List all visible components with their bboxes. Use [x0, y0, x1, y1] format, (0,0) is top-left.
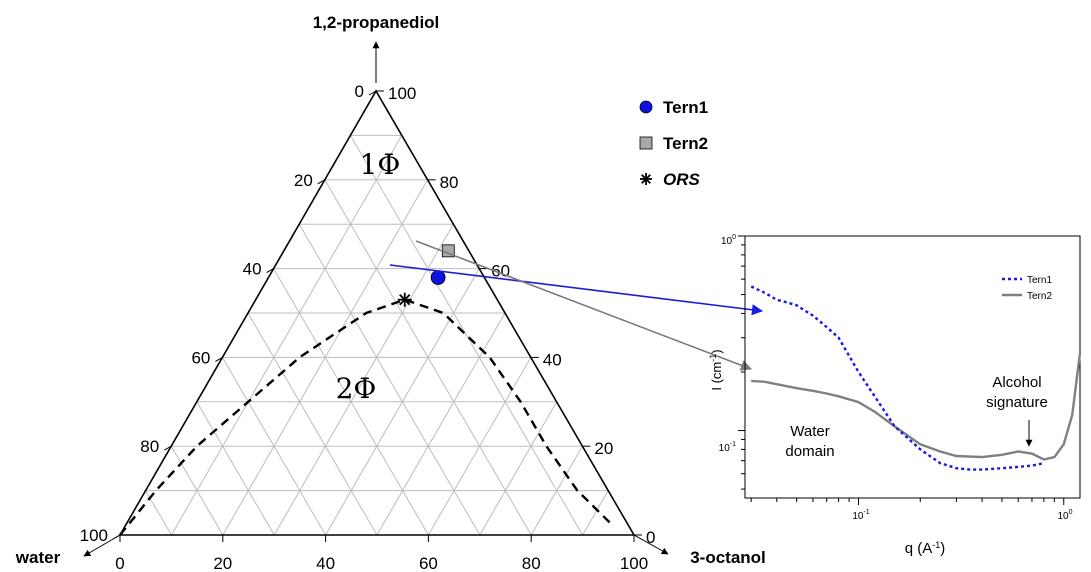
bottom-tick-label: 100	[620, 554, 648, 572]
right-tick-label: 40	[543, 350, 562, 369]
y-axis-title: I (cm-1)	[708, 349, 724, 390]
left-tick-mark	[266, 268, 274, 274]
ternary-grid-line	[298, 223, 481, 536]
ternary-grid-line	[427, 357, 532, 536]
region-label-1phase: 1Φ	[360, 148, 401, 181]
left-tick-mark	[317, 179, 326, 185]
left-tick-label: 100	[80, 526, 108, 545]
ternary-grid-line	[479, 401, 558, 536]
legend-marker-ors	[640, 173, 652, 185]
left-tick-label: 80	[140, 437, 159, 456]
ternary-border	[118, 89, 636, 536]
ternary-grid-line	[582, 490, 609, 536]
arrow-tern1-to-saxs	[389, 264, 764, 316]
bottom-tick-label: 0	[115, 554, 124, 572]
ternary-grid-line	[196, 401, 275, 536]
right-tick-label: 80	[440, 173, 459, 192]
arrow-tern2-to-saxs	[415, 240, 753, 371]
left-tick-label: 60	[191, 348, 210, 367]
x-tick-label-1: 10-1	[852, 509, 869, 522]
left-tick-label: 40	[243, 260, 262, 279]
saxs-plot: 100 10-1 10-1 100 q (A-1) I (cm-1) Tern1…	[708, 234, 1082, 557]
right-tick-label: 100	[388, 84, 416, 103]
saxs-frame	[744, 235, 1081, 499]
y-tick-label-bottom: 10-1	[719, 441, 736, 454]
ternary-grid-line	[349, 135, 584, 536]
left-axis-arrow	[83, 534, 121, 557]
x-tick-label-2: 100	[1057, 509, 1072, 522]
ternary-grid-line	[221, 357, 327, 536]
legend-marker-tern1	[639, 100, 653, 114]
bottom-tick-label: 60	[419, 554, 438, 572]
legend-label-tern1: Tern1	[663, 98, 708, 117]
ternary-point-tern1	[430, 270, 446, 285]
ternary-grid-line	[376, 312, 506, 536]
ternary-grid	[145, 134, 609, 536]
ternary-grid-line	[530, 445, 583, 536]
legend-label-tern2: Tern2	[663, 134, 708, 153]
left-tick-mark	[215, 356, 223, 362]
saxs-axis-ticks	[738, 235, 1065, 505]
ternary-grid-line	[273, 223, 454, 536]
legend-marker-tern2	[639, 136, 653, 150]
right-axis-arrow	[633, 534, 669, 555]
left-tick-label: 20	[294, 171, 313, 190]
ternary-points	[397, 244, 455, 307]
left-tick-mark	[163, 445, 172, 451]
ternary-point-ors	[397, 292, 412, 307]
right-tick-label: 20	[594, 439, 613, 458]
left-component-label: water	[15, 548, 61, 567]
legend-label-saxs-tern2: Tern2	[1027, 291, 1052, 302]
annotation-water-domain: Water domain	[785, 423, 834, 460]
region-label-2phase: 2Φ	[336, 372, 377, 405]
bottom-tick-label: 40	[316, 554, 335, 572]
left-tick-mark	[368, 90, 377, 96]
ternary-grid-line	[170, 135, 403, 536]
ternary-legend: Tern1 Tern2 ORS	[639, 98, 708, 189]
y-tick-label-top: 100	[721, 234, 736, 247]
top-component-label: 1,2-propanediol	[313, 13, 440, 32]
series-tern2-line	[751, 352, 1082, 461]
legend-label-ors: ORS	[663, 170, 701, 189]
demixing-line	[119, 298, 615, 536]
ternary-grid-line	[170, 445, 224, 536]
x-axis-title: q (A-1)	[905, 540, 946, 557]
left-tick-label: 0	[355, 82, 364, 101]
bottom-tick-label: 80	[522, 554, 541, 572]
legend-label-saxs-tern1: Tern1	[1027, 275, 1052, 286]
right-tick-label: 0	[646, 528, 655, 547]
series-tern1-line	[750, 285, 1045, 471]
ternary-grid-line	[247, 312, 378, 536]
bottom-tick-label: 20	[213, 554, 232, 572]
right-component-label: 3-octanol	[690, 548, 766, 567]
annotation-alcohol-signature: Alcohol signature	[986, 374, 1048, 411]
